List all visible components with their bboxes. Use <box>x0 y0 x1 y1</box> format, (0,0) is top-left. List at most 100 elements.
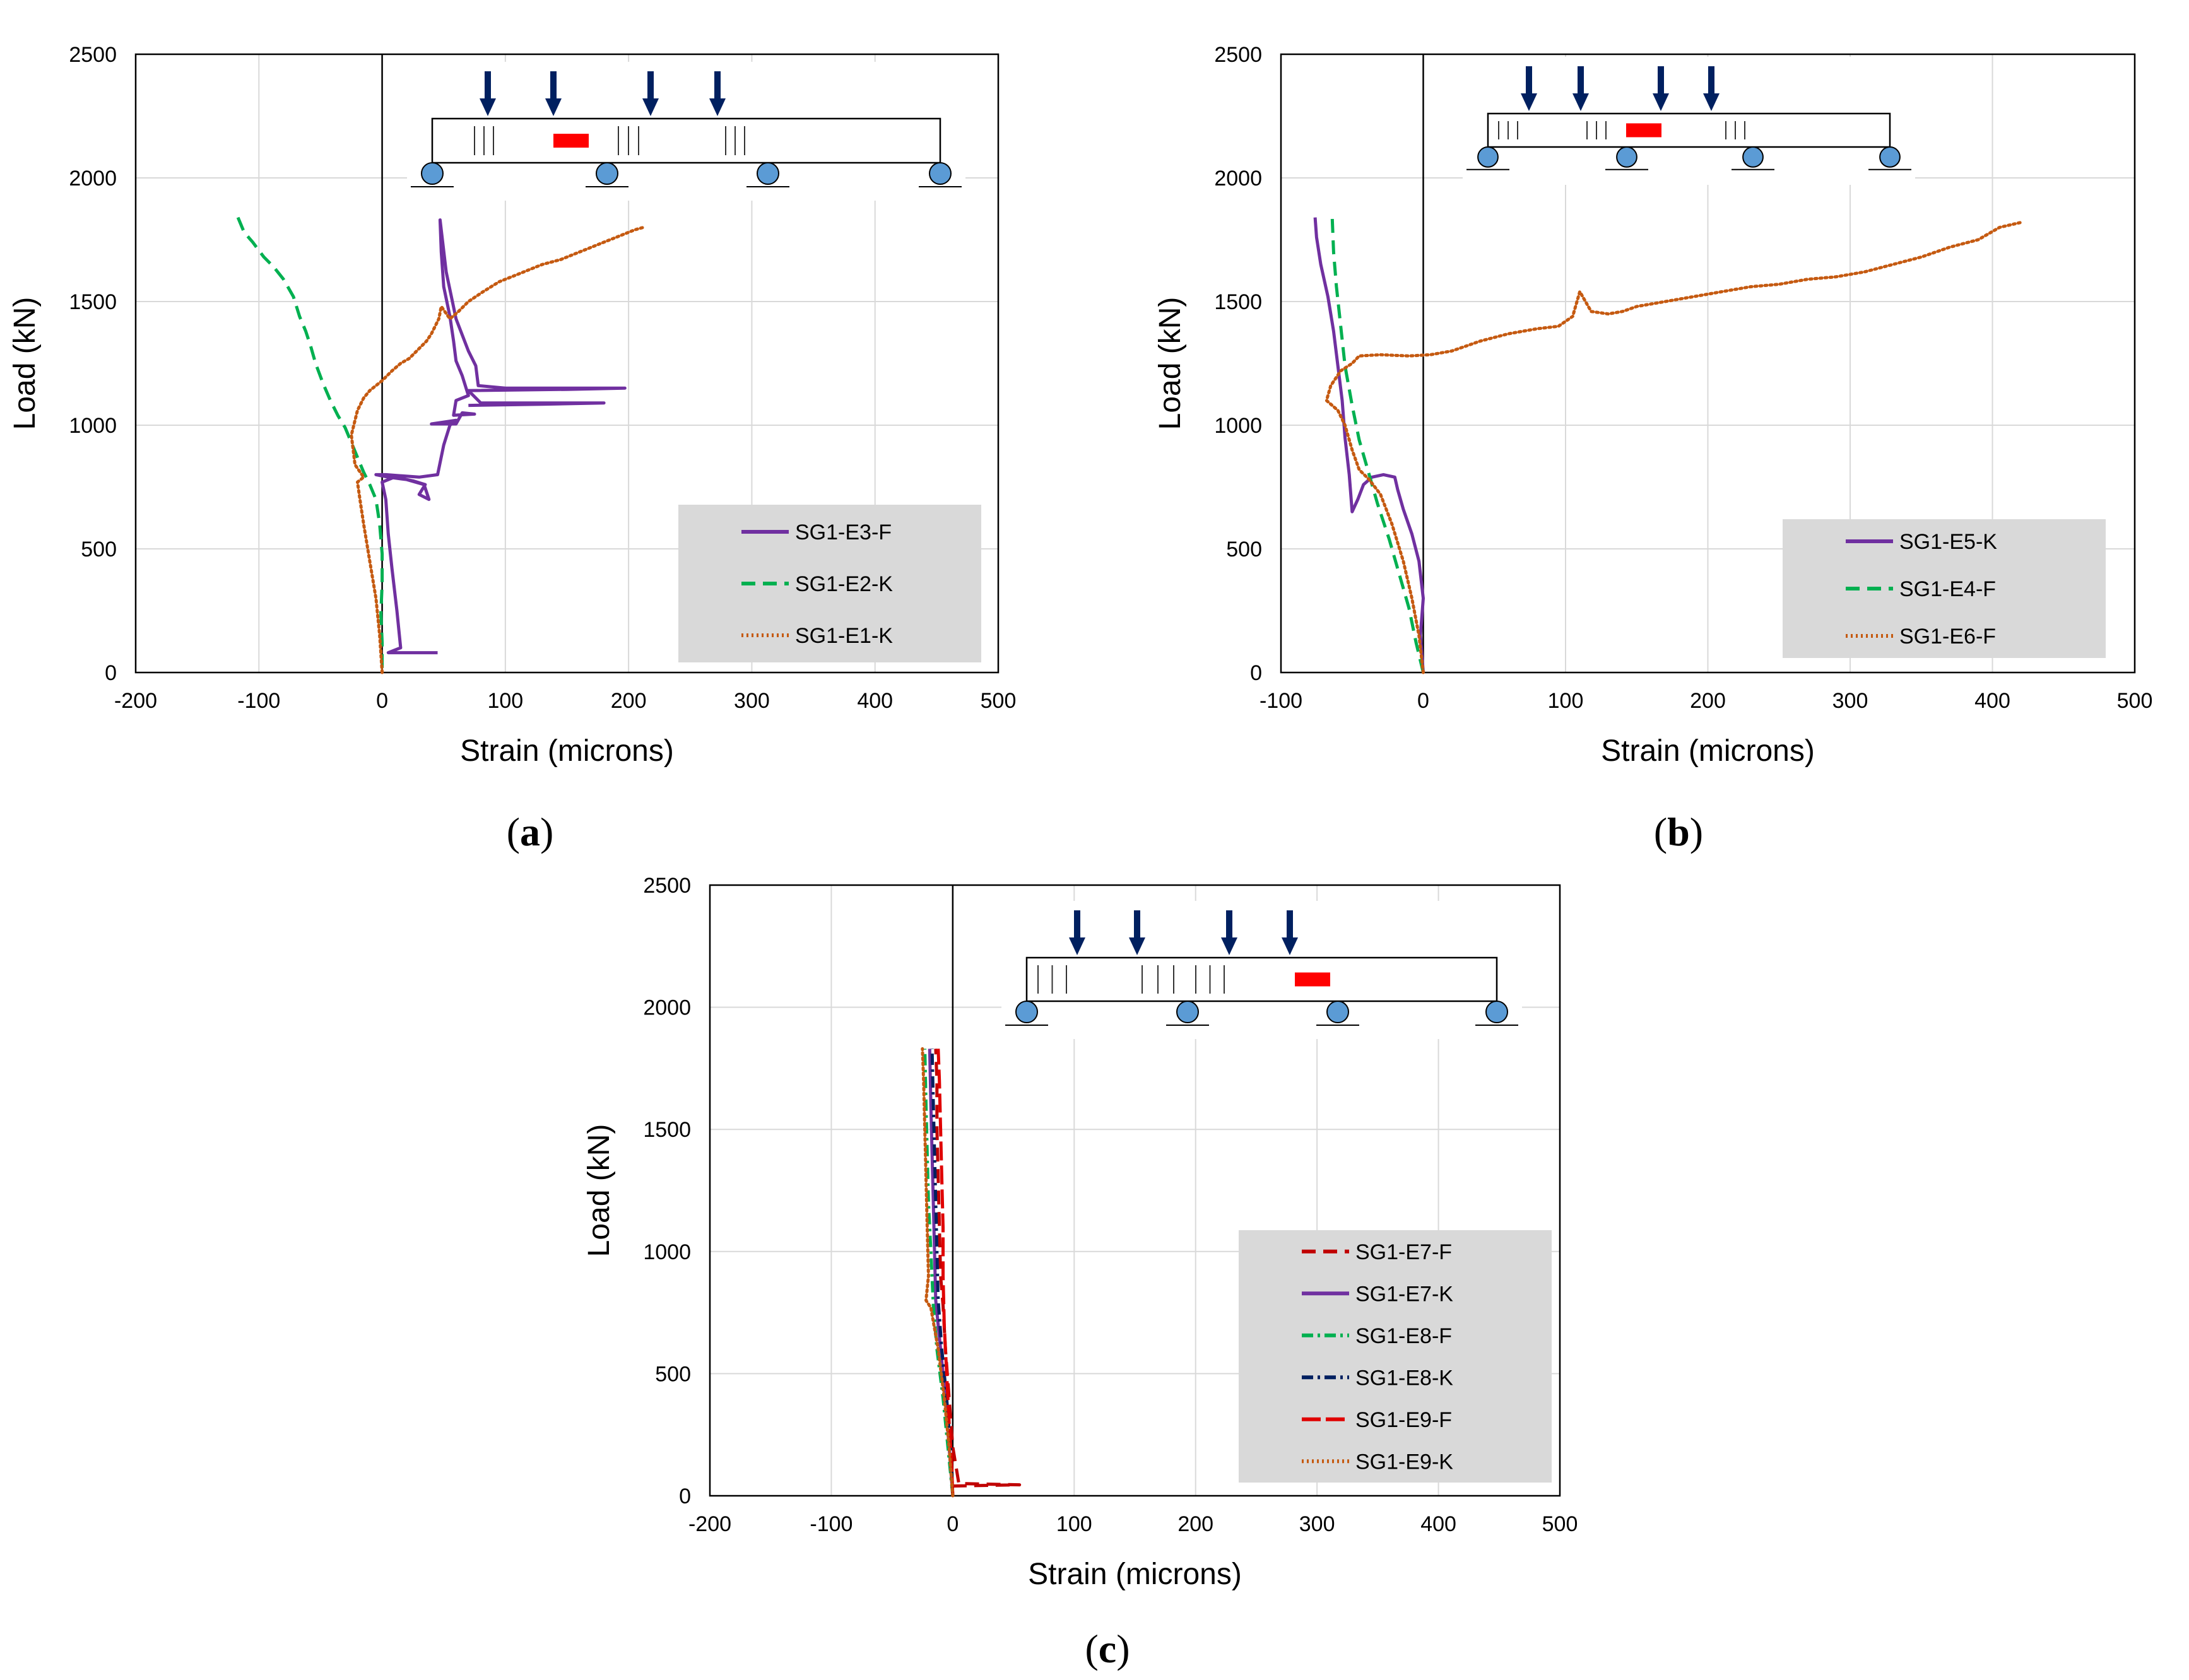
x-tick-label: 400 <box>1420 1512 1456 1536</box>
y-tick-label: 500 <box>655 1362 691 1386</box>
x-tick-label: 500 <box>981 689 1017 713</box>
panel-label-open: ( <box>507 809 520 854</box>
panel-label-open: ( <box>1654 809 1667 854</box>
legend-entry-label: SG1-E8-K <box>1355 1366 1453 1390</box>
y-tick-label: 1500 <box>69 290 117 314</box>
x-tick-label: -200 <box>114 689 157 713</box>
legend-entry-label: SG1-E4-F <box>1899 577 1996 601</box>
roller-support-icon <box>1326 1001 1349 1023</box>
roller-support-icon <box>757 162 779 185</box>
load-arrow-head <box>1129 937 1145 955</box>
x-tick-label: 300 <box>734 689 770 713</box>
legend: SG1-E5-K SG1-E4-F SG1-E6-F <box>1783 519 2106 658</box>
y-tick-label: 500 <box>1226 537 1262 561</box>
load-arrow-shaft <box>1578 66 1584 95</box>
legend-entry-label: SG1-E3-F <box>795 520 892 544</box>
roller-support-icon <box>421 162 444 185</box>
beam-diagram-inset <box>407 62 965 201</box>
load-arrow-head <box>642 98 659 116</box>
x-tick-label: 0 <box>947 1512 959 1536</box>
x-tick-label: 200 <box>611 689 647 713</box>
series-line-SG1-E7-F <box>934 1049 1022 1488</box>
beam-body <box>1025 956 1498 1002</box>
series-line-SG1-E5-K <box>1313 217 1425 673</box>
legend-entry-label: SG1-E5-K <box>1899 530 1997 554</box>
strain-gauge-marker <box>553 134 589 148</box>
strain-gauge-marker <box>1295 972 1330 987</box>
x-tick-label: 100 <box>487 689 523 713</box>
chart-panel-b: -100 0 100 200 300 400 500 0 500 1000 1500 2000 2500… <box>1154 43 2152 854</box>
y-tick-label: 0 <box>1250 661 1262 685</box>
legend-entry-label: SG1-E6-F <box>1899 625 1996 649</box>
panel-label-letter: b <box>1667 809 1690 854</box>
load-arrow-head <box>1521 93 1537 111</box>
y-axis-title: Load (kN) <box>8 297 42 430</box>
roller-support-icon <box>1015 1001 1038 1023</box>
panel-label-open: ( <box>1085 1626 1098 1671</box>
plot-area-frame <box>1280 53 2136 674</box>
beam-body <box>1487 112 1891 148</box>
y-tick-label: 2500 <box>643 874 691 898</box>
x-tick-label: 0 <box>1417 689 1429 713</box>
legend-box <box>678 505 981 662</box>
roller-support-icon <box>1176 1001 1199 1023</box>
x-tick-label: -100 <box>810 1512 853 1536</box>
y-tick-label: 1000 <box>1214 414 1262 438</box>
series-line-SG1-E9-K <box>921 1047 955 1498</box>
legend-entry-label: SG1-E7-F <box>1355 1240 1452 1264</box>
x-tick-label: 100 <box>1548 689 1584 713</box>
x-tick-label: 300 <box>1832 689 1868 713</box>
x-tick-label: -100 <box>1260 689 1302 713</box>
load-arrow-shaft <box>1526 66 1532 95</box>
x-tick-label: 200 <box>1177 1512 1213 1536</box>
panel-label-close: ) <box>1690 809 1703 854</box>
load-arrow-shaft <box>1708 66 1714 95</box>
roller-support-icon <box>929 162 952 185</box>
legend-entry-label: SG1-E9-F <box>1355 1408 1452 1432</box>
legend: SG1-E3-F SG1-E2-K SG1-E1-K <box>678 505 981 662</box>
load-arrow-shaft <box>1658 66 1664 95</box>
legend-entry-label: SG1-E2-K <box>795 572 893 596</box>
y-tick-label: 2000 <box>1214 167 1262 191</box>
chart-panel-a: -200 -100 0 100 200 300 400 500 0 500 1000 1500 2000… <box>8 43 1016 854</box>
x-tick-label: -200 <box>688 1512 731 1536</box>
series-line-SG1-E2-K <box>236 216 384 673</box>
load-arrow-shaft <box>714 71 721 100</box>
series-group <box>921 1047 1022 1498</box>
load-arrow-head <box>1221 937 1237 955</box>
panel-label: (b) <box>1654 809 1703 854</box>
legend: SG1-E7-F SG1-E7-K SG1-E8-F SG1-E8-K SG1-E9-F… <box>1239 1230 1552 1483</box>
beam-body <box>431 117 941 164</box>
series-group <box>236 216 646 674</box>
x-tick-label: -100 <box>237 689 280 713</box>
roller-support-icon <box>1485 1001 1508 1023</box>
y-tick-label: 2000 <box>69 167 117 191</box>
roller-support-icon <box>1742 146 1764 168</box>
legend-box <box>1783 519 2106 658</box>
panel-label: (c) <box>1085 1626 1130 1671</box>
strain-gauge-marker <box>1626 123 1661 138</box>
load-arrow-head <box>480 98 496 116</box>
y-tick-label: 2500 <box>1214 43 1262 67</box>
x-axis-title: Strain (microns) <box>1601 734 1815 768</box>
x-axis-title: Strain (microns) <box>460 734 674 768</box>
legend-entry-label: SG1-E9-K <box>1355 1450 1453 1474</box>
series-line-SG1-E3-F <box>374 218 627 655</box>
y-axis-title: Load (kN) <box>1154 297 1187 430</box>
y-tick-label: 2500 <box>69 43 117 67</box>
x-tick-label: 200 <box>1690 689 1726 713</box>
panel-label-close: ) <box>1116 1626 1130 1671</box>
series-line-SG1-E4-F <box>1330 217 1425 673</box>
load-arrow-shaft <box>485 71 491 100</box>
beam-diagram-inset <box>1463 57 1915 185</box>
series-line-SG1-E1-K <box>350 225 646 674</box>
x-tick-label: 500 <box>1542 1512 1578 1536</box>
roller-support-icon <box>1616 146 1637 168</box>
x-tick-label: 0 <box>376 689 388 713</box>
plot-area-frame <box>134 53 1000 674</box>
load-arrow-shaft <box>1287 910 1293 939</box>
x-tick-label: 100 <box>1056 1512 1092 1536</box>
load-arrow-shaft <box>1074 910 1080 939</box>
load-arrow-head <box>1282 937 1298 955</box>
